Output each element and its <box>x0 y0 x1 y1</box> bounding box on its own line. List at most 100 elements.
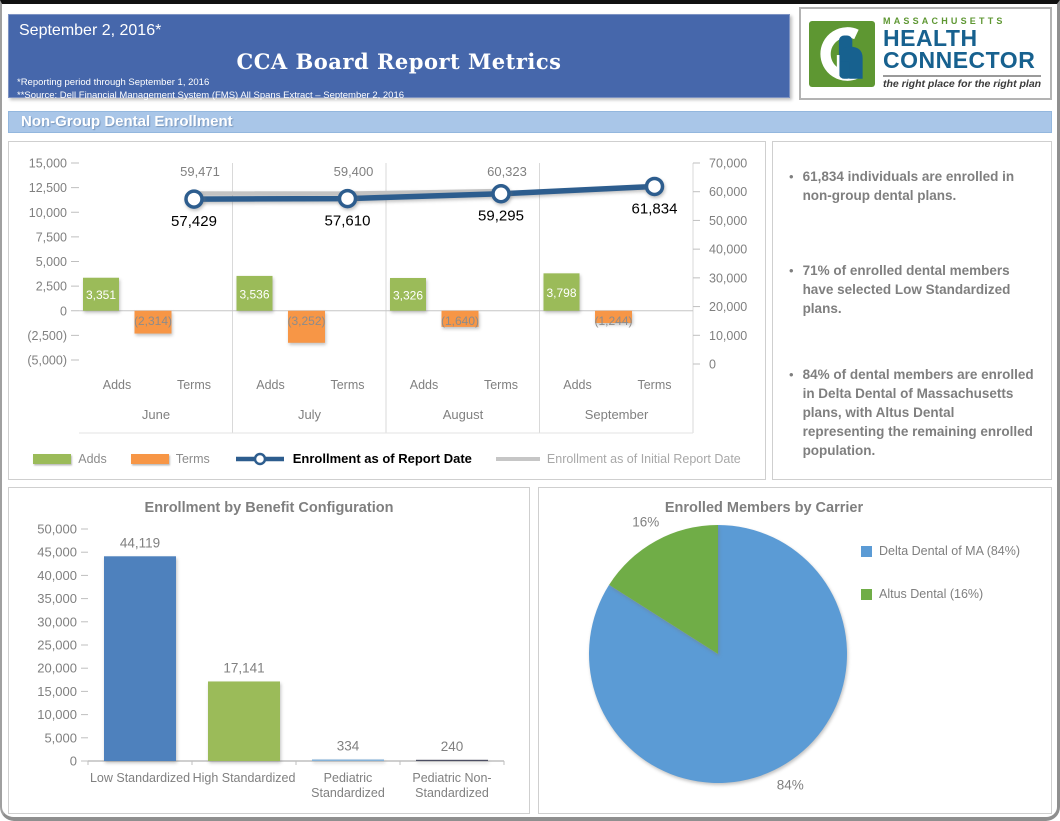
legend-label-terms: Terms <box>175 451 210 466</box>
bar-value-label: 334 <box>337 738 360 753</box>
y-axis-tick: 40,000 <box>37 568 77 583</box>
bar-category-label: Pediatric <box>324 771 373 785</box>
bar-2 <box>312 759 384 761</box>
sub-cat-adds: Adds <box>256 378 285 392</box>
y-axis-tick: 5,000 <box>44 730 77 745</box>
bar-value-label: 44,119 <box>120 535 160 550</box>
pie-legend-altus-label: Altus Dental (16%) <box>879 587 984 601</box>
bar-value-label: 17,141 <box>223 660 264 675</box>
right-axis-tick: 60,000 <box>709 185 747 199</box>
bar-category-label: Standardized <box>415 786 489 800</box>
bar-category-label: Low Standardized <box>90 771 190 785</box>
y-axis-tick: 15,000 <box>37 684 77 699</box>
y-axis-tick: 20,000 <box>37 661 77 676</box>
adds-bar-August <box>390 277 426 311</box>
bullet-dot: • <box>789 169 794 184</box>
bullet-dot: • <box>789 367 794 383</box>
carrier-pie-chart: 84% 16% <box>589 515 847 792</box>
right-axis-tick: 40,000 <box>709 243 747 257</box>
adds-label: 3,326 <box>393 288 423 302</box>
bullet-2: • 71% of enrolled dental members have se… <box>785 262 1037 319</box>
right-axis-tick: 70,000 <box>709 157 747 171</box>
left-axis-tick: 5,000 <box>36 255 67 269</box>
sub-cat-terms: Terms <box>177 378 211 392</box>
right-axis-tick: 20,000 <box>709 300 747 314</box>
adds-bar-June <box>83 277 119 311</box>
initial-date-value: 59,400 <box>334 164 374 179</box>
left-axis-tick: (5,000) <box>27 354 67 368</box>
month-label: September <box>585 407 649 422</box>
month-label: July <box>298 407 322 422</box>
legend-label-report-date: Enrollment as of Report Date <box>292 451 472 466</box>
line-marker <box>644 176 665 197</box>
legend-label-adds: Adds <box>78 451 107 466</box>
bar-value-label: 240 <box>441 739 464 754</box>
report-date-value: 59,295 <box>478 208 524 225</box>
altus-dental-swatch-icon <box>861 588 872 600</box>
y-axis-tick: 0 <box>70 754 77 769</box>
legend-item-adds: Adds <box>33 452 107 466</box>
bullet-1-text: 61,834 individuals are enrolled in non-g… <box>802 169 1015 203</box>
logo-name-connector: CONNECTOR <box>883 47 1036 74</box>
sub-cat-terms: Terms <box>484 378 518 392</box>
y-axis-tick: 30,000 <box>37 614 77 629</box>
report-date-value: 57,429 <box>171 213 217 230</box>
enrollment-combo-chart-panel: 15,000 12,500 10,000 7,500 5,000 2,500 0 (2,500… <box>8 141 766 480</box>
adds-label: 3,351 <box>86 288 116 302</box>
terms-label: (1,244) <box>594 314 632 328</box>
line-marker <box>337 188 358 209</box>
pie-legend-delta: Delta Dental of MA (84%) <box>861 544 1020 558</box>
terms-swatch-icon <box>130 453 169 464</box>
combo-chart: 15,000 12,500 10,000 7,500 5,000 2,500 0 (2,500… <box>27 157 747 434</box>
initial-date-value: 60,323 <box>487 164 527 179</box>
header-banner: September 2, 2016* CCA Board Report Metr… <box>8 14 790 101</box>
logo-text: MASSACHUSETTS HEALTH CONNECTOR the right… <box>883 16 1042 89</box>
pie-chart-title: Enrolled Members by Carrier <box>664 500 864 516</box>
report-date-line-icon <box>235 452 284 465</box>
adds-swatch-icon <box>33 453 72 464</box>
legend-item-initial-report-date: Enrollment as of Initial Report Date <box>495 451 741 466</box>
bar-1 <box>208 681 280 761</box>
carrier-pie-chart-panel: Enrolled Members by Carrier 84% 16% Delta… <box>538 487 1052 814</box>
adds-label: 3,536 <box>239 287 269 301</box>
summary-bullets-panel: • 61,834 individuals are enrolled in non… <box>772 141 1052 480</box>
health-connector-logo-mark-icon <box>809 20 875 87</box>
left-axis-tick: 15,000 <box>29 157 67 171</box>
bar-chart-title: Enrollment by Benefit Configuration <box>144 500 394 516</box>
adds-bar-September <box>543 273 580 311</box>
combo-chart-legend: Adds Terms Enrollment as of Report Date … <box>9 451 765 466</box>
pie-callout-1: 16% <box>632 515 659 530</box>
terms-label: (3,252) <box>287 314 325 328</box>
logo-region: MASSACHUSETTS <box>883 16 1006 27</box>
line-marker <box>184 189 204 209</box>
bullet-1: • 61,834 individuals are enrolled in non… <box>785 168 1037 206</box>
pie-callout-0: 84% <box>777 777 804 792</box>
sub-cat-adds: Adds <box>563 378 592 392</box>
line-report <box>191 183 658 202</box>
terms-label: (1,640) <box>441 314 479 328</box>
sub-cat-adds: Adds <box>103 378 132 392</box>
benefit-configuration-chart-panel: Enrollment by Benefit Configuration 50,0… <box>8 487 530 814</box>
adds-label: 3,798 <box>546 286 576 300</box>
y-axis-tick: 50,000 <box>37 522 77 537</box>
bar-category-label: High Standardized <box>193 771 296 785</box>
bullet-3-text: 84% of dental members are enrolled in De… <box>802 367 1034 459</box>
report-date: September 2, 2016* <box>19 22 162 39</box>
delta-dental-swatch-icon <box>861 545 872 557</box>
page-title: CCA Board Report Metrics <box>236 49 562 74</box>
pie-legend-altus: Altus Dental (16%) <box>861 587 983 601</box>
line-marker <box>491 183 511 204</box>
adds-bar-July <box>236 275 273 311</box>
health-connector-logo: MASSACHUSETTS HEALTH CONNECTOR the right… <box>799 7 1052 100</box>
legend-item-terms: Terms <box>130 451 210 466</box>
y-axis-tick: 45,000 <box>37 545 77 560</box>
left-axis-tick: (2,500) <box>27 329 67 343</box>
bar-0 <box>104 556 176 761</box>
legend-label-initial-report-date: Enrollment as of Initial Report Date <box>546 451 741 466</box>
sub-cat-adds: Adds <box>410 378 439 392</box>
month-label: June <box>142 407 170 422</box>
bullet-3: • 84% of dental members are enrolled in … <box>785 366 1037 460</box>
bullet-dot: • <box>789 262 794 278</box>
pie-slice-1 <box>609 525 718 654</box>
y-axis-tick: 25,000 <box>37 638 77 653</box>
